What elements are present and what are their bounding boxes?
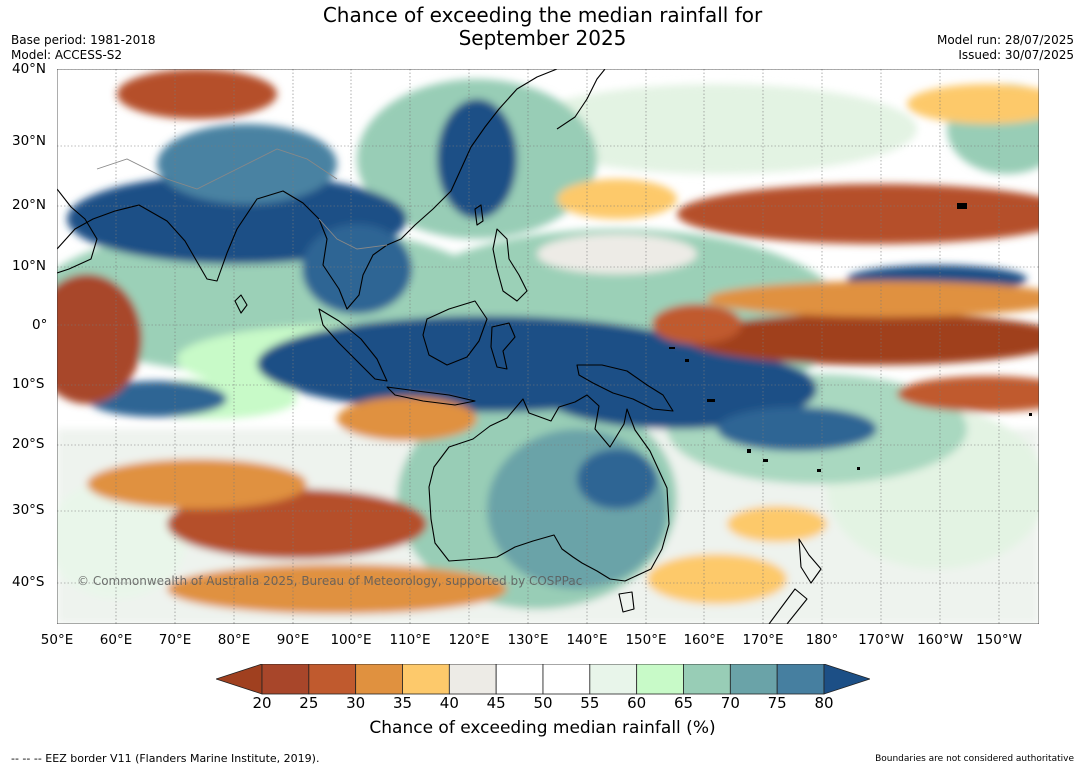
colorbar [216, 664, 870, 695]
colorbar-tick-label: 55 [580, 694, 600, 712]
colorbar-tick-label: 45 [486, 694, 506, 712]
colorbar-swatch [589, 664, 638, 695]
java-coastline [386, 386, 476, 406]
lon-label: 50°E [40, 632, 74, 648]
title-line-1: Chance of exceeding the median rainfall … [322, 3, 763, 27]
sri-lanka-coastline [234, 294, 248, 314]
borneo-coastline [422, 300, 488, 366]
lat-label: 10°S [12, 376, 45, 392]
lon-label: 110°E [389, 632, 431, 648]
lon-label: 130°E [507, 632, 549, 648]
lon-label: 60°E [99, 632, 133, 648]
colorbar-swatch [355, 664, 403, 695]
lon-label: 150°W [976, 632, 1022, 648]
colorbar-tick-label: 40 [439, 694, 459, 712]
coastlines [57, 69, 822, 624]
colorbar-swatches [216, 664, 870, 695]
lon-label: 170°E [742, 632, 784, 648]
asia-coastline [57, 69, 558, 310]
lon-label: 100°E [330, 632, 372, 648]
colorbar-tick-label: 35 [392, 694, 413, 712]
philippines-coastline [492, 228, 528, 302]
probability-field [57, 69, 1039, 624]
lat-label: 40°S [12, 574, 45, 590]
colorbar-swatch [308, 664, 357, 695]
colorbar-tick-label: 30 [346, 694, 366, 712]
colorbar-swatch [402, 664, 450, 695]
colorbar-tick-label: 80 [814, 694, 834, 712]
arabia-coastline [57, 188, 98, 274]
colorbar-swatch [261, 664, 310, 695]
lon-label: 160°E [683, 632, 725, 648]
sumatra-coastline [318, 308, 388, 382]
lon-label: 90°E [276, 632, 310, 648]
lon-label: 150°E [625, 632, 667, 648]
graticule [57, 69, 1039, 624]
colorbar-tick-label: 70 [720, 694, 740, 712]
lat-label: 10°N [12, 258, 47, 274]
colorbar-tick-label: 60 [627, 694, 647, 712]
colorbar-tick-label: 25 [299, 694, 319, 712]
new-guinea-coastline [576, 364, 674, 412]
lat-label: 30°N [12, 133, 47, 149]
tasmania-coastline [618, 591, 635, 613]
lon-label: 170°W [858, 632, 904, 648]
colorbar-swatch [448, 664, 497, 695]
new-zealand-north-coastline [798, 538, 822, 584]
australia-coastline [428, 394, 670, 582]
boundaries-note: Boundaries are not considered authoritat… [875, 754, 1074, 764]
chart-title: Chance of exceeding the median rainfall … [0, 4, 1085, 50]
meta-right: Model run: 28/07/2025 Issued: 30/07/2025 [937, 33, 1074, 63]
title-line-2: September 2025 [458, 26, 627, 50]
issued-date: Issued: 30/07/2025 [958, 48, 1074, 62]
lat-label: 20°S [12, 436, 45, 452]
colorbar-tick-label: 20 [252, 694, 272, 712]
colorbar-tick-label: 65 [673, 694, 694, 712]
model-name: Model: ACCESS-S2 [11, 48, 123, 62]
lon-label: 180° [805, 632, 839, 648]
lat-label: 30°S [12, 502, 45, 518]
colorbar-swatch [542, 664, 591, 695]
colorbar-label: Chance of exceeding median rainfall (%) [369, 718, 716, 738]
colorbar-swatch [495, 664, 544, 695]
pacific-islands [669, 203, 1032, 472]
model-run: Model run: 28/07/2025 [936, 33, 1074, 47]
lat-label: 40°N [12, 61, 47, 77]
lon-label: 80°E [217, 632, 251, 648]
meta-left: Base period: 1981-2018 Model: ACCESS-S2 [11, 33, 156, 63]
colorbar-swatch [636, 664, 684, 695]
japan-coastline [556, 69, 606, 130]
colorbar-min-arrow [216, 664, 263, 695]
new-zealand-south-coastline [768, 588, 808, 624]
sulawesi-coastline [490, 322, 516, 370]
colorbar-swatch [776, 664, 825, 695]
eez-note: -- -- -- EEZ border V11 (Flanders Marine… [11, 752, 320, 765]
country-borders [96, 148, 388, 250]
base-period: Base period: 1981-2018 [11, 33, 156, 47]
copyright-notice: © Commonwealth of Australia 2025, Bureau… [77, 574, 583, 588]
lon-label: 120°E [448, 632, 490, 648]
taiwan-coastline [474, 204, 484, 226]
colorbar-max-arrow [823, 664, 870, 695]
colorbar-swatch [683, 664, 731, 695]
lon-label: 140°E [566, 632, 608, 648]
lat-label: 20°N [12, 197, 47, 213]
lon-label: 70°E [158, 632, 192, 648]
lon-label: 160°W [917, 632, 963, 648]
colorbar-swatch [729, 664, 778, 695]
rainfall-map [57, 69, 1039, 624]
colorbar-tick-label: 50 [533, 694, 553, 712]
lat-label: 0° [32, 317, 48, 333]
colorbar-tick-label: 75 [767, 694, 787, 712]
